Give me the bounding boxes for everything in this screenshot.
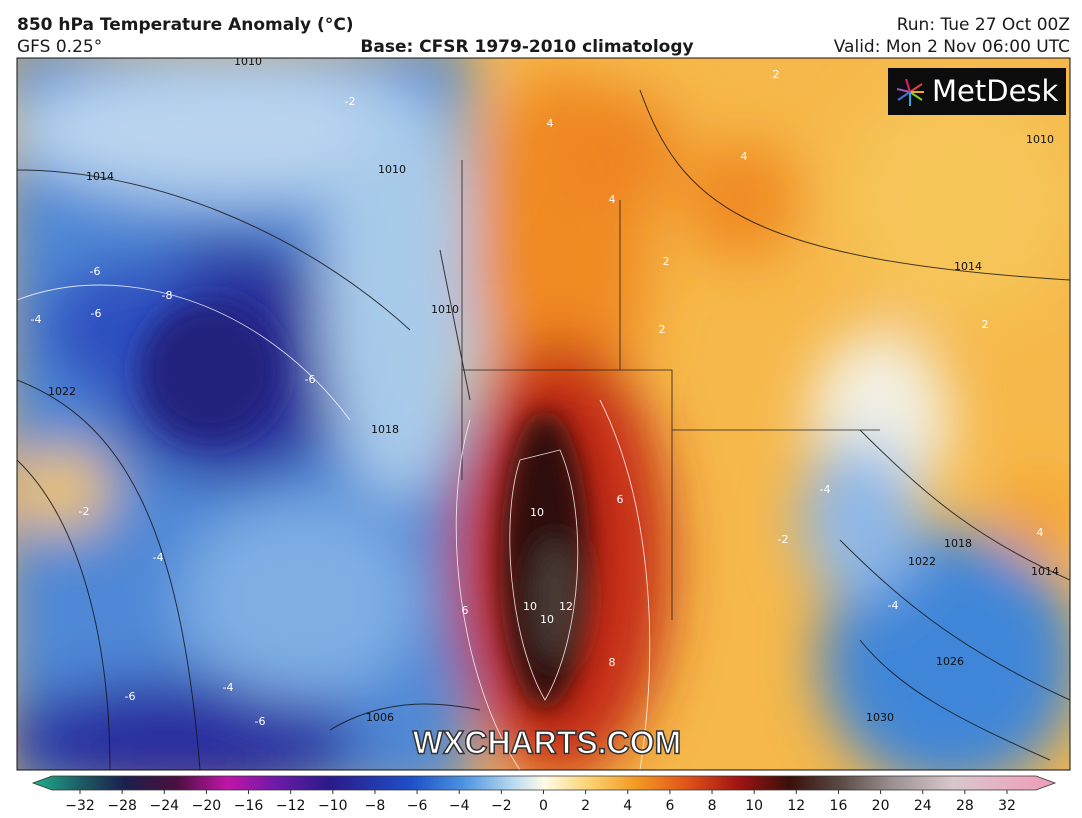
colorbar-label: −28 [107, 798, 137, 814]
colorbar-label: 20 [872, 798, 890, 814]
colorbar-label: −8 [365, 798, 386, 814]
anomaly-label: -4 [888, 599, 899, 612]
colorbar-label: −32 [65, 798, 95, 814]
logo-text: MetDesk [932, 74, 1059, 108]
colorbar-label: −10 [318, 798, 348, 814]
isobar-label: 1014 [954, 260, 982, 273]
colorbar-label: 12 [787, 798, 805, 814]
isobar-label: 1010 [431, 303, 459, 316]
anomaly-label: 6 [462, 604, 469, 617]
colorbar-label: 16 [830, 798, 848, 814]
anomaly-label: -6 [91, 307, 102, 320]
colorbar-label: 32 [998, 798, 1016, 814]
base: Base: CFSR 1979-2010 climatology [360, 37, 693, 57]
isobar-label: 1022 [908, 555, 936, 568]
colorbar-label: −2 [491, 798, 512, 814]
anomaly-label: 12 [559, 600, 573, 613]
colorbar-label: 8 [708, 798, 717, 814]
map-frame [16, 57, 1071, 771]
anomaly-label: 2 [773, 68, 780, 81]
anomaly-label: 10 [523, 600, 537, 613]
isobar-label: 1014 [1031, 565, 1059, 578]
colorbar-label: 28 [956, 798, 974, 814]
anomaly-label: -4 [223, 681, 234, 694]
isobar-label: 1010 [1026, 133, 1054, 146]
watermark: WXCHARTS.COM [413, 724, 681, 760]
colorbar-label: −16 [234, 798, 264, 814]
isobar-label: 1010 [234, 55, 262, 68]
colorbar [31, 775, 1057, 791]
anomaly-label: -4 [820, 483, 831, 496]
anomaly-label: 4 [547, 117, 554, 130]
isobar-label: 1018 [944, 537, 972, 550]
colorbar-ticks: −32 −28 −24 −20 −16 −12 −10 −8 −6 −4 −2 0 2 4 6 8 10 12 16… [65, 790, 1016, 814]
anomaly-label: -2 [778, 533, 789, 546]
anomaly-label: -2 [345, 95, 356, 108]
colorbar-label: −4 [449, 798, 470, 814]
anomaly-label: 10 [530, 506, 544, 519]
anomaly-label: -4 [31, 313, 42, 326]
anomaly-label: 2 [982, 318, 989, 331]
anomaly-label: -2 [79, 505, 90, 518]
anomaly-label: 6 [617, 493, 624, 506]
isobar-label: 1026 [936, 655, 964, 668]
anomaly-label: 2 [659, 323, 666, 336]
isobar-label: 1014 [86, 170, 114, 183]
anomaly-label: 4 [609, 193, 616, 206]
map-field: 1010101410101022101810101010101410181022… [17, 55, 1070, 770]
anomaly-label: 8 [609, 656, 616, 669]
isobar-label: 1006 [366, 711, 394, 724]
isobar-label: 1030 [866, 711, 894, 724]
anomaly-label: -4 [153, 551, 164, 564]
colorbar-label: −24 [149, 798, 179, 814]
logo-icon [896, 78, 924, 106]
colorbar-label: −20 [192, 798, 222, 814]
colorbar-label: 10 [745, 798, 763, 814]
colorbar-label: 2 [581, 798, 590, 814]
anomaly-label: 4 [1037, 526, 1044, 539]
anomaly-label: 2 [663, 255, 670, 268]
colorbar-label: −6 [407, 798, 428, 814]
colorbar-label: 6 [665, 798, 674, 814]
contour-labels: 1010101410101022101810101010101410181022… [31, 55, 1059, 728]
colorbar-label: 24 [914, 798, 932, 814]
valid: Valid: Mon 2 Nov 06:00 UTC [834, 37, 1070, 57]
isobar-label: 1018 [371, 423, 399, 436]
anomaly-label: -6 [90, 265, 101, 278]
anomaly-label: 4 [741, 150, 748, 163]
anomaly-label: -6 [255, 715, 266, 728]
anomaly-label: -6 [125, 690, 136, 703]
anomaly-label: -8 [162, 289, 173, 302]
colorbar-label: −12 [276, 798, 306, 814]
anomaly-label: -6 [305, 373, 316, 386]
colorbar-label: 4 [623, 798, 632, 814]
anomaly-label: 10 [540, 613, 554, 626]
isobar-label: 1022 [48, 385, 76, 398]
isobar-label: 1010 [378, 163, 406, 176]
run: Run: Tue 27 Oct 00Z [897, 15, 1070, 35]
title: 850 hPa Temperature Anomaly (°C) [17, 15, 354, 35]
colorbar-label: 0 [539, 798, 548, 814]
model: GFS 0.25° [17, 37, 102, 57]
